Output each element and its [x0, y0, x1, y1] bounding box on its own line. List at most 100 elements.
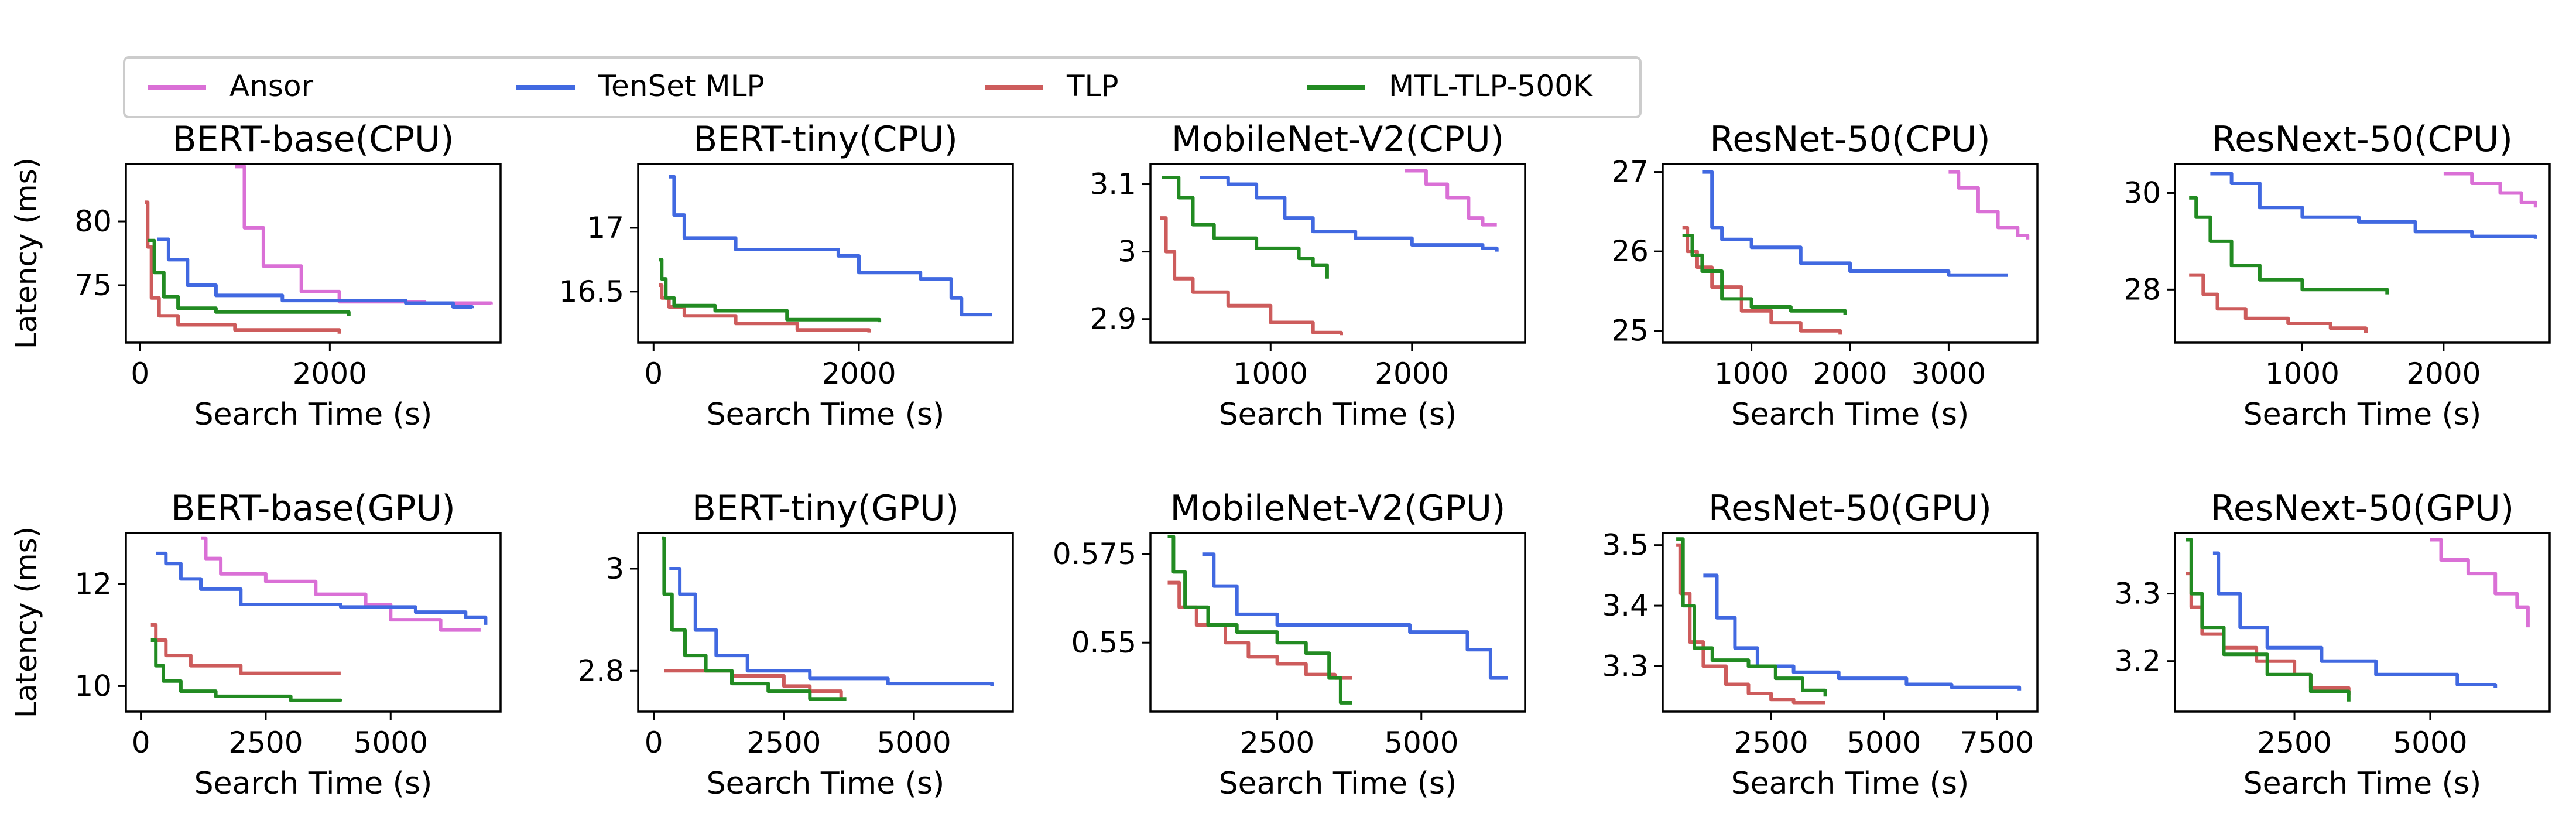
series-line-mtl-tlp-500k	[2189, 196, 2389, 295]
x-tick-label: 2000	[2406, 357, 2481, 391]
y-tick-label: 3.5	[1602, 528, 1649, 562]
x-tick-label: 0	[644, 357, 663, 391]
y-axis-label: Latency (ms)	[9, 527, 43, 718]
axes-frame	[1149, 532, 1526, 713]
x-tick-label: 2500	[228, 726, 303, 760]
subplot-bert-tiny-gpu: BERT-tiny(GPU) 0 2500 5000 2.8 3 Search Time (…	[577, 488, 1014, 801]
x-tick-label: 0	[645, 726, 663, 760]
subplot-title: BERT-base(GPU)	[171, 488, 455, 529]
series-group	[150, 536, 488, 702]
y-tick-label: 17	[587, 211, 624, 245]
axes-frame	[2174, 163, 2551, 344]
subplot-title: ResNext-50(CPU)	[2212, 119, 2513, 160]
subplot-title: ResNext-50(GPU)	[2211, 488, 2514, 529]
series-group	[145, 165, 493, 334]
y-tick-label: 30	[2123, 176, 2161, 210]
y-tick-label: 80	[74, 204, 112, 238]
y-tick-label: 16.5	[559, 275, 624, 309]
x-tick-label: 2500	[746, 726, 821, 760]
subplot-title: MobileNet-V2(CPU)	[1171, 119, 1504, 160]
subplot-resnet-50-cpu: ResNet-50(CPU) 1000 2000 3000 25 26 27 Search T…	[1611, 119, 2039, 432]
x-axis-label: Search Time (s)	[707, 766, 945, 801]
subplot-bert-base-cpu: BERT-base(CPU) 0 2000 75 80 Search Time (s) La…	[9, 119, 502, 432]
axes-frame	[1662, 532, 2039, 713]
x-tick-label: 5000	[354, 726, 428, 760]
series-line-mtl-tlp-500k	[1162, 176, 1329, 279]
subplot-title: ResNet-50(CPU)	[1710, 119, 1990, 160]
x-axis-label: Search Time (s)	[2243, 766, 2482, 801]
series-line-tlp	[2189, 273, 2368, 333]
x-tick-label: 2500	[1240, 726, 1314, 760]
series-line-ansor	[1405, 169, 1497, 227]
x-tick-label: 7500	[1960, 726, 2034, 760]
x-tick-label: 5000	[1384, 726, 1458, 760]
y-tick-label: 26	[1611, 234, 1649, 268]
x-axis-label: Search Time (s)	[1219, 766, 1457, 801]
series-group	[659, 175, 992, 333]
series-group	[1682, 170, 2030, 335]
subplot-mobilenet-v2-gpu: MobileNet-V2(GPU) 2500 5000 0.55 0.575 Search…	[1053, 488, 1526, 801]
series-group	[662, 536, 994, 701]
legend-label-tenset-mlp: TenSet MLP	[598, 69, 765, 103]
axes-frame	[637, 163, 1014, 344]
x-tick-label: 2000	[1375, 357, 1449, 391]
x-tick-label: 2500	[1734, 726, 1808, 760]
x-axis-label: Search Time (s)	[1731, 397, 1969, 432]
series-line-tenset-mlp	[2212, 551, 2498, 688]
y-tick-label: 3.4	[1602, 589, 1649, 623]
x-tick-label: 2500	[2257, 726, 2331, 760]
x-axis-label: Search Time (s)	[194, 397, 433, 432]
y-tick-label: 10	[74, 669, 112, 703]
subplot-title: MobileNet-V2(GPU)	[1170, 488, 1506, 529]
series-group	[1160, 169, 1499, 336]
y-tick-label: 3.3	[2114, 577, 2161, 611]
x-axis-label: Search Time (s)	[2243, 397, 2482, 432]
x-tick-label: 1000	[1234, 357, 1308, 391]
y-axis-label: Latency (ms)	[9, 158, 43, 349]
axes-frame	[125, 163, 502, 344]
x-tick-label: 1000	[2265, 357, 2339, 391]
axes-frame	[125, 532, 502, 713]
axes-frame	[1149, 163, 1526, 344]
series-line-mtl-tlp-500k	[659, 258, 882, 323]
x-tick-label: 2000	[1813, 357, 1887, 391]
series-line-tenset-mlp	[157, 237, 474, 309]
series-line-mtl-tlp-500k	[1682, 234, 1847, 315]
x-tick-label: 3000	[1912, 357, 1986, 391]
series-line-tenset-mlp	[1703, 573, 2022, 691]
series-line-mtl-tlp-500k	[1676, 537, 1827, 697]
subplot-title: BERT-base(CPU)	[172, 119, 454, 160]
y-tick-label: 3.2	[2114, 644, 2161, 678]
y-tick-label: 0.55	[1071, 626, 1136, 660]
series-line-tlp	[659, 283, 871, 333]
series-line-tenset-mlp	[1200, 176, 1499, 252]
series-line-ansor	[1948, 170, 2030, 240]
series-line-ansor	[2443, 172, 2537, 208]
series-line-tenset-mlp	[2210, 172, 2537, 239]
y-tick-label: 12	[74, 567, 112, 601]
legend-label-ansor: Ansor	[229, 69, 314, 103]
y-tick-label: 3	[1118, 235, 1136, 269]
subplot-bert-tiny-cpu: BERT-tiny(CPU) 0 2000 16.5 17 Search Time (s)	[559, 119, 1014, 432]
x-tick-label: 2000	[293, 357, 367, 391]
x-axis-label: Search Time (s)	[707, 397, 945, 432]
series-line-tlp	[1682, 226, 1842, 335]
x-axis-label: Search Time (s)	[1731, 766, 1969, 801]
series-line-mtl-tlp-500k	[148, 238, 351, 316]
y-tick-label: 3.3	[1602, 649, 1649, 683]
y-tick-label: 28	[2123, 272, 2161, 306]
x-tick-label: 2000	[821, 357, 896, 391]
series-line-mtl-tlp-500k	[662, 536, 847, 701]
series-line-tlp	[1676, 543, 1825, 705]
subplot-title: BERT-tiny(GPU)	[692, 488, 959, 529]
subplot-title: ResNet-50(GPU)	[1708, 488, 1992, 529]
x-tick-label: 5000	[876, 726, 951, 760]
x-tick-label: 0	[132, 726, 150, 760]
axes-frame	[637, 532, 1014, 713]
series-group	[1167, 535, 1508, 705]
subplot-bert-base-gpu: BERT-base(GPU) 0 2500 5000 10 12 Search Time (…	[9, 488, 502, 801]
subplot-resnext-50-gpu: ResNext-50(GPU) 2500 5000 3.2 3.3 Search Time…	[2114, 488, 2551, 801]
series-group	[2186, 538, 2530, 702]
series-group	[2189, 172, 2537, 333]
